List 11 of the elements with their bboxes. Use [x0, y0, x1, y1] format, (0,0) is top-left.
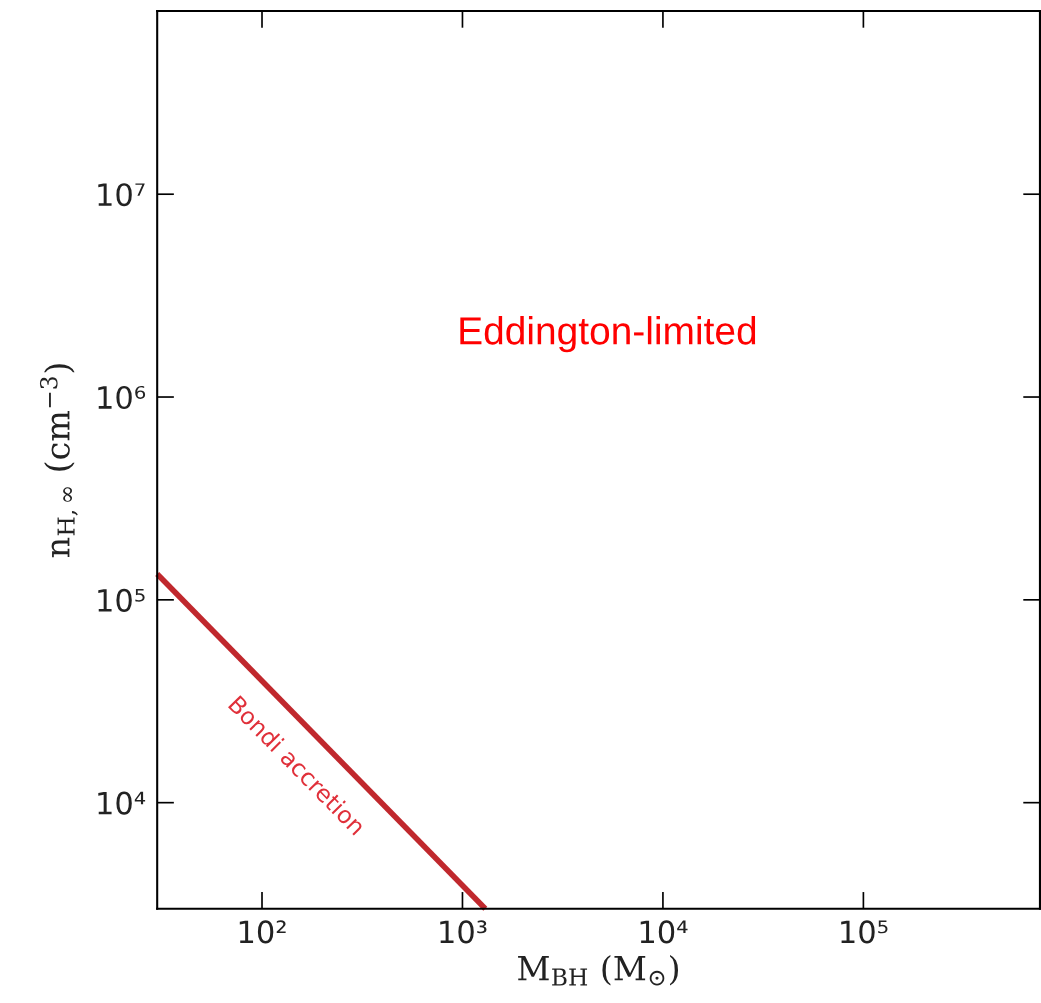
y-axis-title: n$_{H,∞}$ (cm$^{−3}$)	[39, 364, 78, 558]
y-tick-label: 10⁶	[98, 385, 146, 410]
x-axis-title: M$_{BH}$ (M$_{⊙}$)	[518, 954, 679, 986]
y-tick-label: 10⁴	[98, 791, 146, 815]
annotation: Eddington-limited	[460, 316, 756, 353]
y-tick-label: 10⁵	[98, 588, 145, 612]
x-tick-label: 10⁵	[841, 920, 888, 944]
x-tick-label: 10⁴	[640, 920, 688, 944]
x-tick-label: 10³	[440, 920, 487, 944]
y-tick-label: 10⁷	[98, 183, 145, 207]
x-tick-label: 10²	[239, 920, 286, 944]
